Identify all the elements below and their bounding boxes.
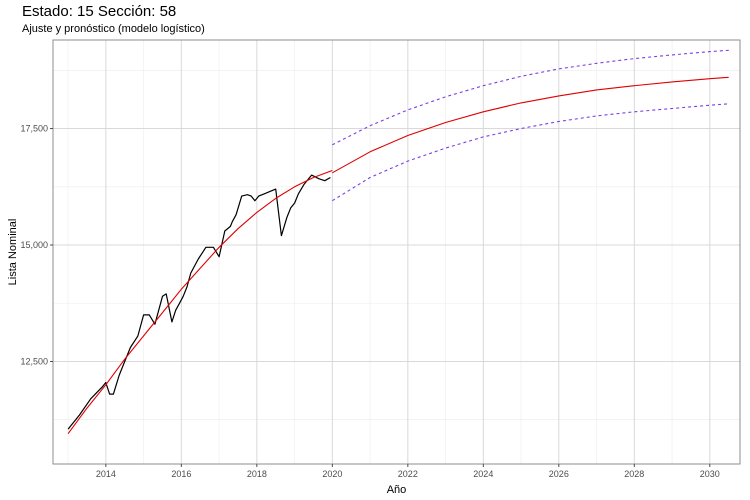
major-grid: [53, 40, 740, 464]
x-tick-label: 2016: [171, 469, 191, 479]
x-tick-label: 2028: [624, 469, 644, 479]
x-tick-label: 2024: [473, 469, 493, 479]
series-layer: [67, 49, 729, 435]
y-axis-title: Lista Nominal: [7, 219, 19, 286]
series-fitted-line: [67, 169, 333, 435]
chart-subtitle: Ajuste y pronóstico (modelo logístico): [22, 23, 205, 35]
x-tick-label: 2030: [700, 469, 720, 479]
x-tick-label: 2022: [398, 469, 418, 479]
y-tick-label: 17,500: [20, 124, 48, 134]
y-tick-label: 12,500: [20, 356, 48, 366]
y-tick-label: 15,000: [20, 240, 48, 250]
x-axis-title: Año: [387, 484, 407, 496]
chart-title: Estado: 15 Sección: 58: [22, 3, 177, 20]
series-observed-line: [67, 174, 331, 430]
x-tick-label: 2020: [322, 469, 342, 479]
x-tick-label: 2018: [247, 469, 267, 479]
minor-grid: [53, 40, 740, 464]
series-upper-bound-line: [332, 49, 729, 146]
x-tick-label: 2014: [96, 469, 116, 479]
series-forecast-line: [332, 76, 729, 174]
panel-border: [52, 39, 741, 465]
series-lower-bound-line: [332, 103, 729, 202]
x-axis: 2014 2016 2018 2020 2022 2024 2026 2028 2030: [96, 464, 720, 479]
y-axis: 12,500 15,000 17,500: [20, 124, 53, 366]
x-tick-label: 2026: [549, 469, 569, 479]
